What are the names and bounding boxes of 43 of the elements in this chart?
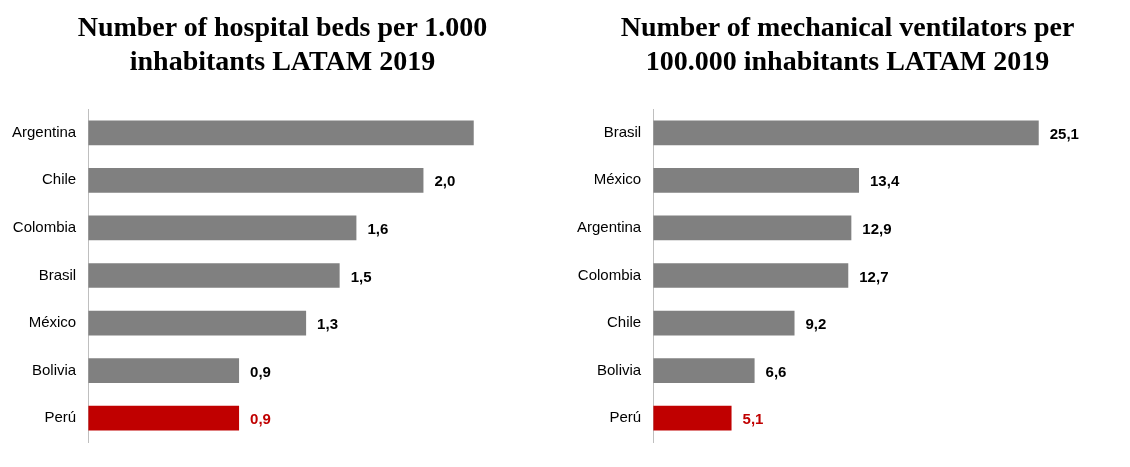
- bar: [653, 167, 860, 193]
- y-tick-label: Argentina: [576, 218, 642, 236]
- data-label: 13,4: [870, 172, 900, 190]
- y-tick-label: Chile: [607, 313, 642, 331]
- y-tick-label: Perú: [609, 408, 642, 426]
- data-label: 9,2: [805, 315, 827, 333]
- y-tick-label: Colombia: [577, 265, 642, 283]
- bar: [653, 263, 849, 288]
- y-tick-label: Brasil: [603, 122, 642, 140]
- bar: [653, 215, 852, 241]
- data-label: 0,9: [250, 362, 271, 380]
- data-label: 25,1: [1049, 124, 1079, 142]
- data-label: 12,9: [862, 220, 892, 238]
- data-label: 0,9: [250, 410, 271, 428]
- data-label: 1,5: [350, 267, 372, 285]
- bar: [653, 405, 732, 431]
- chart-title: Number of mechanical ventilators per 100.000 inhabitants LATAM 2019: [619, 10, 1076, 78]
- y-tick-label: Bolivia: [597, 360, 642, 378]
- data-label: 5,1: [742, 410, 764, 428]
- y-tick-label: Bolivia: [32, 360, 77, 378]
- y-tick-label: México: [28, 313, 77, 331]
- y-tick-label: Brasil: [38, 265, 77, 283]
- bar: [653, 120, 1039, 146]
- bar: [653, 358, 755, 384]
- bar: [88, 358, 240, 384]
- data-label: 2,0: [434, 172, 456, 190]
- bar: [88, 405, 240, 431]
- data-label: 1,6: [367, 220, 389, 238]
- chart-title: Number of hospital beds per 1.000 inhabitants LATAM 2019: [76, 10, 489, 78]
- data-label: 6,6: [765, 362, 787, 380]
- data-label: 12,7: [859, 267, 889, 285]
- bar: [88, 167, 424, 193]
- y-tick-label: Perú: [44, 408, 77, 426]
- y-tick-label: Colombia: [12, 218, 77, 236]
- y-tick-label: México: [593, 170, 642, 188]
- y-tick-label: Argentina: [11, 122, 77, 140]
- data-label: 1,3: [317, 315, 338, 333]
- y-tick-label: Chile: [42, 170, 77, 188]
- bar: [88, 310, 307, 336]
- bar: [88, 263, 340, 288]
- bar: [88, 120, 474, 146]
- bar: [653, 310, 795, 336]
- bar: [88, 215, 357, 241]
